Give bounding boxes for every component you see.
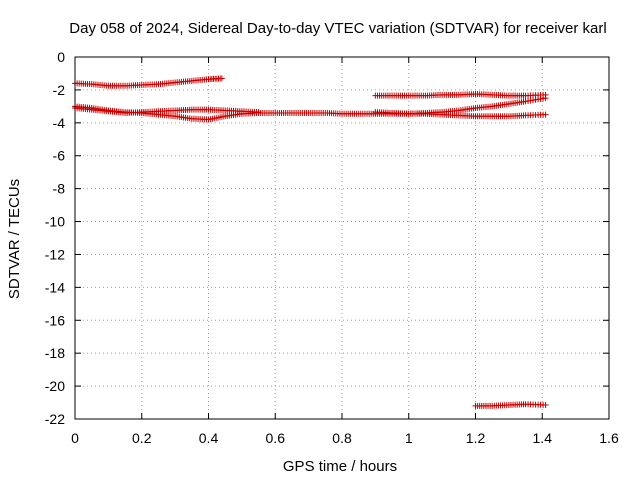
- series-sat-track-f: [472, 401, 549, 409]
- x-tick-label: 1.2: [466, 430, 486, 446]
- x-tick-label: 0.4: [199, 430, 219, 446]
- chart-title: Day 058 of 2024, Sidereal Day-to-day VTE…: [69, 20, 606, 37]
- data-point: [542, 402, 549, 409]
- y-tick-label: -12: [45, 246, 65, 262]
- x-tick-label: 0.8: [332, 430, 352, 446]
- plot-frame: [74, 56, 610, 420]
- series-sat-track-c: [72, 105, 262, 116]
- x-tick-label: 1.4: [533, 430, 553, 446]
- y-tick-label: -10: [45, 214, 65, 230]
- grid-lines: [75, 57, 609, 419]
- y-tick-label: -14: [45, 279, 65, 295]
- y-tick-label: -4: [53, 115, 66, 131]
- y-tick-label: -16: [45, 312, 65, 328]
- data-point: [542, 91, 549, 98]
- y-tick-label: -20: [45, 378, 65, 394]
- y-axis-label: SDTVAR / TECUs: [6, 179, 23, 299]
- y-tick-label: -18: [45, 345, 65, 361]
- series-sat-track-d: [372, 91, 549, 99]
- y-tick-label: -8: [53, 181, 66, 197]
- x-tick-label: 0.6: [266, 430, 286, 446]
- x-tick-label: 1.6: [599, 430, 619, 446]
- x-tick-label: 1: [405, 430, 413, 446]
- axis-ticks: 0 0.2 0.4 0.6 0.8 1 1.2 1.4 1.6 0 -2 -4 -6 -8 -10 -12 -1…: [45, 49, 619, 446]
- data-point: [542, 111, 549, 118]
- x-tick-label: 0.2: [132, 430, 152, 446]
- x-tick-label: 0: [71, 430, 79, 446]
- y-tick-label: -2: [53, 82, 66, 98]
- data-point: [218, 75, 225, 82]
- series-sat-track-e: [372, 109, 549, 120]
- data-point: [255, 109, 262, 116]
- data-points: [72, 75, 549, 409]
- y-tick-label: 0: [57, 49, 65, 65]
- y-tick-label: -6: [53, 148, 66, 164]
- y-tick-label: -22: [45, 411, 65, 427]
- series-sat-track-a: [72, 75, 225, 89]
- x-axis-label: GPS time / hours: [283, 458, 397, 475]
